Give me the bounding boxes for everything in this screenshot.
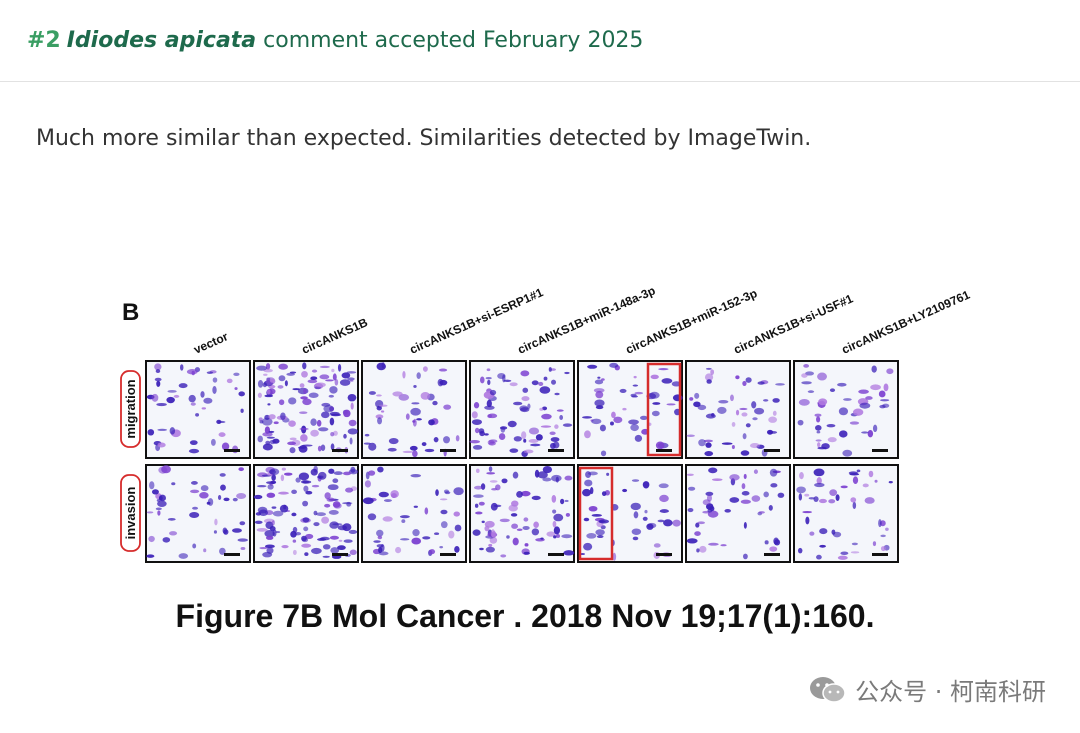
wechat-icon	[810, 676, 846, 703]
micrograph-tile	[145, 360, 251, 459]
micrograph-tile	[469, 464, 575, 563]
figure-image: B vector circANKS1B circANKS1B+si-ESRP1#1 c…	[116, 258, 986, 568]
micrograph-tile	[793, 360, 899, 459]
panel-label: B	[122, 299, 139, 326]
column-label: vector	[192, 329, 231, 357]
micrograph-tile	[685, 464, 791, 563]
micrograph-tile	[469, 360, 575, 459]
watermark-text: 公众号 · 柯南科研	[855, 678, 1046, 706]
row-label: invasion	[120, 474, 141, 552]
micrograph-tile	[253, 464, 359, 563]
svg-text:migration: migration	[123, 379, 138, 438]
micrograph-tile	[361, 464, 467, 563]
micrograph-tile	[577, 464, 683, 563]
comment-text: Much more similar than expected. Similar…	[36, 126, 812, 151]
species-name[interactable]: Idiodes apicata	[66, 28, 257, 53]
comment-number[interactable]: #2	[27, 28, 61, 53]
column-label: circANKS1B	[300, 315, 371, 357]
micrograph-tile	[793, 464, 899, 563]
comment-status: comment accepted February 2025	[263, 28, 644, 53]
micrograph-tile	[361, 360, 467, 459]
similarity-highlight-box	[646, 362, 682, 457]
similarity-highlight-box	[578, 466, 614, 561]
comment-header: #2 Idiodes apicata comment accepted Febr…	[0, 0, 1080, 82]
micrograph-tile	[685, 360, 791, 459]
svg-text:invasion: invasion	[123, 487, 138, 540]
micrograph-tile	[577, 360, 683, 459]
watermark: 公众号 · 柯南科研	[809, 672, 1046, 707]
column-label: circANKS1B+LY2109761	[840, 287, 973, 356]
micrograph-tile	[253, 360, 359, 459]
figure-caption: Figure 7B Mol Cancer . 2018 Nov 19;17(1)…	[175, 598, 875, 634]
row-label: migration	[120, 370, 141, 448]
micrograph-tile	[145, 464, 251, 563]
